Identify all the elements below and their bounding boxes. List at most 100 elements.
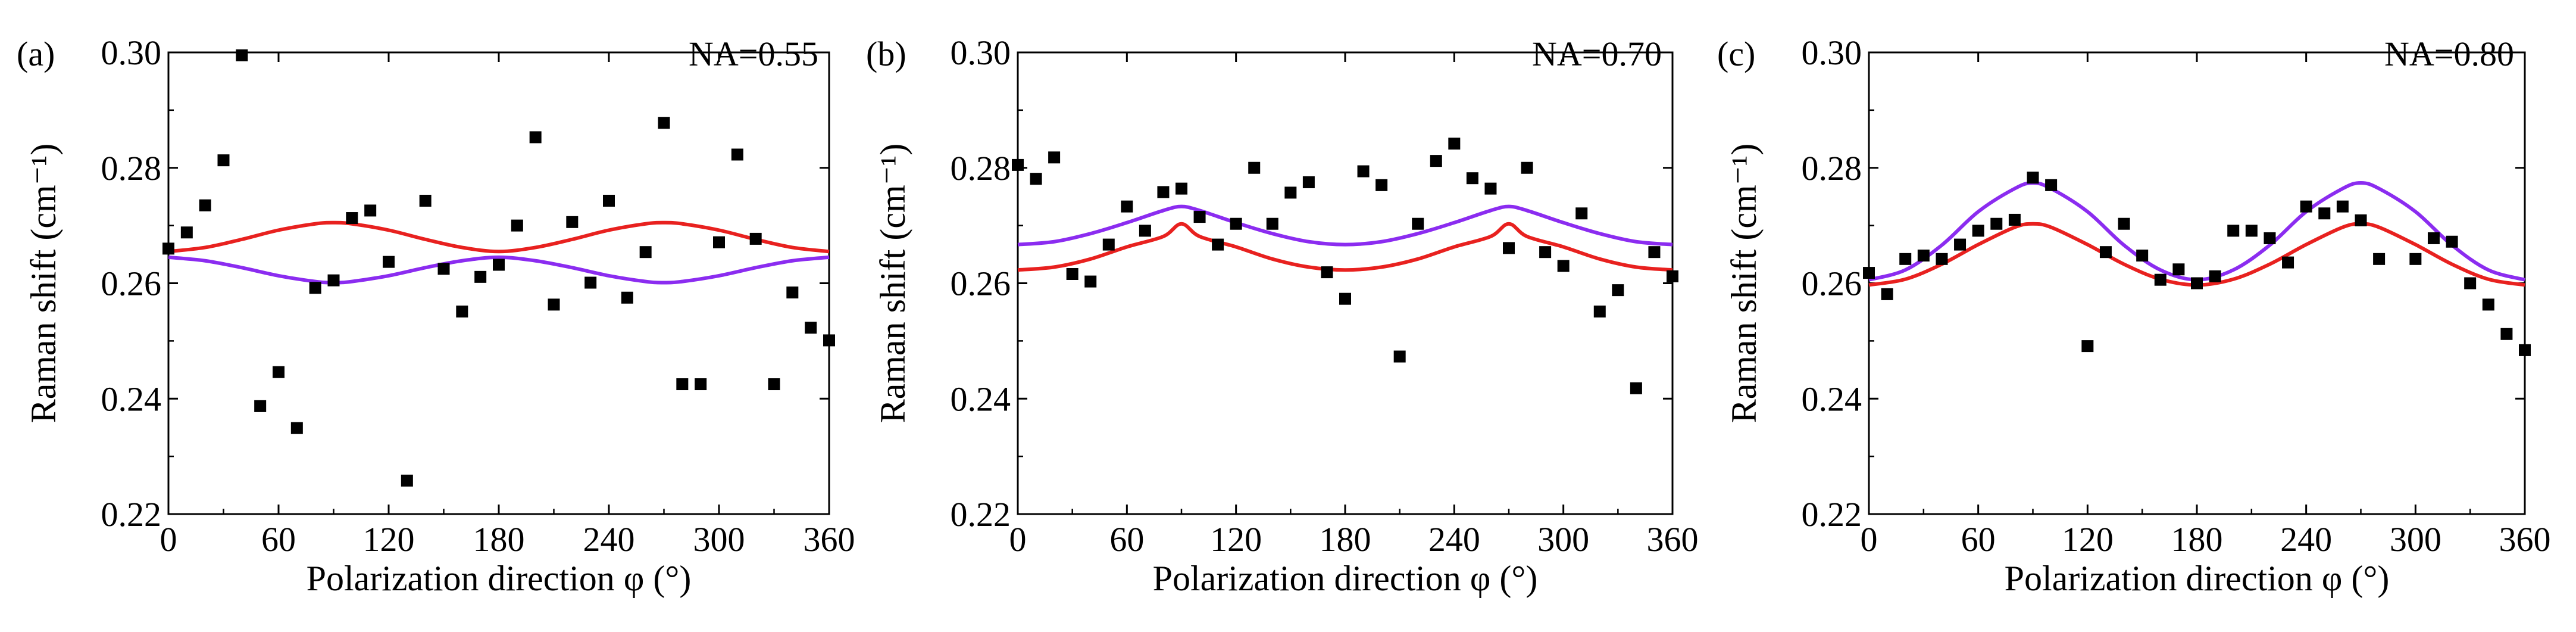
data-point [1539, 246, 1552, 259]
data-point [1521, 161, 1533, 174]
data-point [1575, 207, 1588, 220]
na-annotation: NA=0.70 [1532, 35, 1662, 73]
data-point [1899, 253, 1912, 265]
data-point [2172, 263, 2185, 276]
y-tick-label: 0.26 [951, 264, 1011, 303]
x-axis-title: Polarization direction φ (°) [1153, 559, 1538, 598]
data-point [1990, 217, 2003, 230]
data-point [1667, 270, 1678, 282]
data-point [603, 194, 615, 207]
data-point [2500, 328, 2513, 340]
data-point [254, 400, 267, 412]
x-tick-label: 0 [1009, 520, 1027, 559]
x-tick-label: 0 [1861, 520, 1878, 559]
data-point [2446, 235, 2458, 248]
x-tick-label: 60 [1109, 520, 1144, 559]
y-tick-label: 0.28 [951, 149, 1011, 188]
x-tick-label: 180 [473, 520, 525, 559]
y-axis-title: Raman shift (cm⁻¹) [1724, 144, 1764, 424]
data-point [1936, 253, 1948, 265]
data-point [456, 305, 468, 317]
data-point [2099, 246, 2112, 259]
data-point [768, 378, 780, 391]
data-point [327, 274, 340, 287]
y-tick-label: 0.22 [1802, 495, 1862, 534]
x-tick-label: 120 [2062, 520, 2114, 559]
data-point [1321, 266, 1333, 279]
data-point [1503, 242, 1515, 254]
data-point [364, 204, 377, 217]
data-point [383, 256, 395, 268]
data-point [1248, 161, 1261, 174]
x-tick-label: 300 [693, 520, 745, 559]
x-tick-label: 360 [1647, 520, 1699, 559]
fit-line-red [168, 220, 830, 254]
data-point [1648, 246, 1661, 259]
data-point [1302, 176, 1315, 188]
data-point [1357, 165, 1370, 178]
x-axis-title: Polarization direction φ (°) [2005, 559, 2390, 598]
chart-panel-c: 0 60 120 180 240 300 360 0.22 0.24 0.26 0.28 0.30 (c… [1717, 33, 2551, 598]
data-point [2081, 340, 2094, 353]
data-point [2008, 213, 2021, 226]
y-tick-label: 0.24 [101, 379, 162, 418]
x-tick-label: 240 [2280, 520, 2332, 559]
data-point [217, 154, 230, 167]
data-point [1012, 158, 1024, 171]
x-tick-label: 180 [1320, 520, 1371, 559]
data-point [2318, 207, 2331, 220]
data-point [1430, 155, 1442, 167]
y-tick-label: 0.24 [1802, 379, 1862, 418]
data-point [1630, 382, 1642, 394]
data-point [199, 199, 211, 211]
data-point [2027, 172, 2039, 184]
data-point [511, 219, 523, 232]
data-point [1157, 186, 1170, 198]
data-point [2373, 253, 2386, 265]
plot-frame [167, 51, 830, 515]
data-point [2045, 179, 2058, 191]
data-point [1102, 238, 1115, 251]
x-tick-label: 180 [2171, 520, 2223, 559]
x-tick-label: 120 [363, 520, 415, 559]
data-point [621, 291, 633, 304]
data-point [2409, 253, 2422, 265]
y-tick-label: 0.30 [1802, 33, 1862, 72]
data-point [1084, 275, 1097, 288]
fit-line-red [1868, 222, 2525, 287]
chart-panel-a: 0 60 120 180 240 300 360 0.22 0.24 0.26 0.28 0.30 (a… [17, 33, 855, 598]
data-point [2245, 225, 2258, 237]
y-tick-label: 0.22 [101, 495, 162, 534]
data-point [1048, 151, 1061, 164]
data-point [162, 242, 174, 255]
data-point [1612, 284, 1624, 297]
data-point [1466, 172, 1478, 185]
data-point [2336, 200, 2349, 213]
data-point [639, 246, 652, 259]
data-point [1266, 217, 1278, 230]
data-point [2118, 217, 2130, 230]
x-axis-title: Polarization direction φ (°) [307, 559, 692, 598]
data-point [346, 212, 358, 225]
data-point [493, 259, 505, 271]
x-tick-label: 60 [261, 520, 296, 559]
data-point [1176, 182, 1187, 195]
data-point [1339, 292, 1351, 305]
data-point [2209, 270, 2221, 282]
data-point [2227, 225, 2240, 237]
data-point [1448, 138, 1461, 150]
data-point [1412, 217, 1424, 230]
y-tick-label: 0.26 [101, 264, 162, 303]
data-point [1972, 225, 1984, 237]
data-point [1212, 238, 1224, 251]
y-tick-label: 0.26 [1802, 264, 1862, 303]
data-point [2264, 232, 2276, 244]
data-point [566, 216, 579, 228]
na-annotation: NA=0.80 [2384, 35, 2514, 73]
y-tick-label: 0.30 [951, 33, 1011, 72]
x-tick-label: 300 [2390, 520, 2441, 559]
y-tick-label: 0.24 [951, 379, 1011, 418]
data-point [437, 263, 450, 275]
